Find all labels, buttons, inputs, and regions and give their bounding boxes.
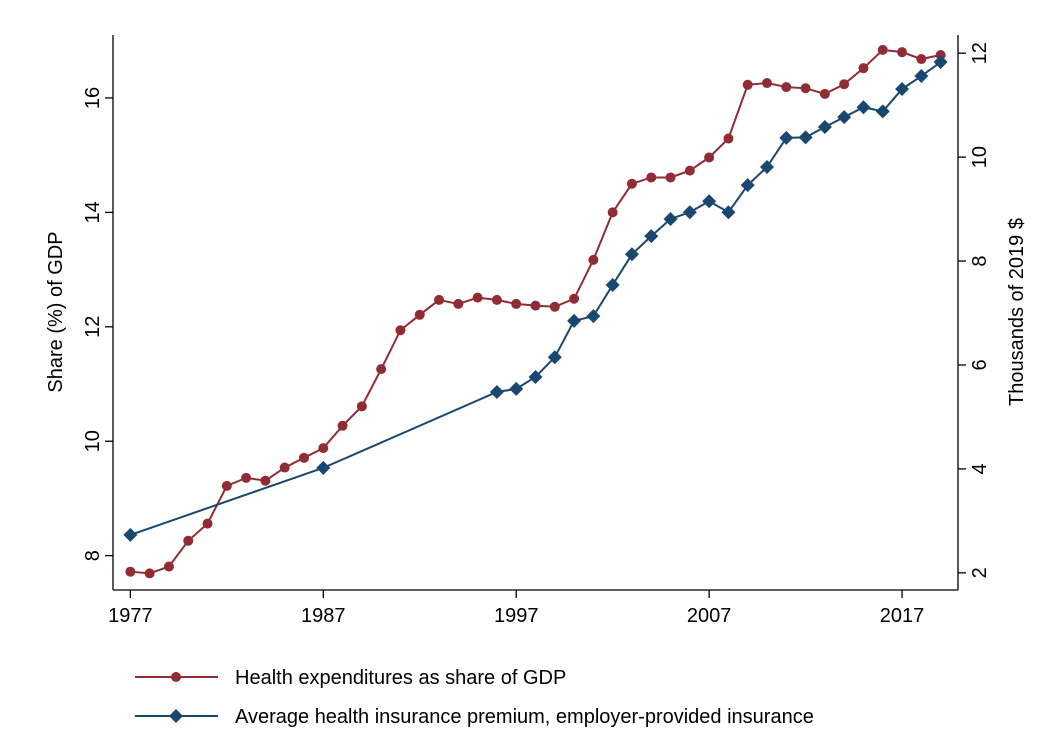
- point: [163, 561, 174, 572]
- point: [241, 472, 252, 483]
- point: [511, 298, 522, 309]
- x-tick-label: 2007: [687, 605, 732, 627]
- point: [914, 69, 929, 84]
- legend-label: Health expenditures as share of GDP: [235, 667, 566, 689]
- series-line: [130, 61, 942, 536]
- point: [897, 47, 908, 58]
- point: [453, 298, 464, 309]
- point: [684, 165, 695, 176]
- point: [798, 130, 813, 145]
- point: [624, 247, 639, 262]
- point: [528, 369, 543, 384]
- y2-tick-label: 2: [969, 567, 991, 578]
- y-tick-label: 16: [82, 87, 104, 109]
- point: [607, 207, 618, 218]
- point: [491, 294, 502, 305]
- point: [916, 54, 927, 65]
- point: [646, 172, 657, 183]
- point: [434, 294, 445, 305]
- legend-label: Average health insurance premium, employ…: [235, 706, 814, 728]
- point: [781, 82, 792, 93]
- y-tick-label: 10: [82, 430, 104, 452]
- point: [875, 104, 890, 119]
- point: [125, 566, 136, 577]
- point: [760, 159, 775, 174]
- point: [509, 381, 524, 396]
- y-tick-label: 14: [82, 201, 104, 223]
- y-tick-label: 12: [82, 316, 104, 338]
- point: [414, 309, 425, 320]
- series-line: [130, 48, 941, 575]
- x-tick-label: 1997: [494, 605, 539, 627]
- x-tick-label: 1987: [301, 605, 346, 627]
- point: [260, 475, 271, 486]
- point: [723, 133, 734, 144]
- point: [221, 480, 232, 491]
- point: [588, 254, 599, 265]
- point: [356, 401, 367, 412]
- point: [626, 178, 637, 189]
- point: [704, 152, 715, 163]
- point: [567, 313, 582, 328]
- point: [183, 535, 194, 546]
- point: [144, 568, 155, 579]
- legend-marker: [169, 709, 183, 723]
- point: [123, 527, 138, 542]
- point: [839, 79, 850, 90]
- legend-marker: [171, 672, 181, 682]
- point: [316, 460, 331, 475]
- point: [489, 385, 504, 400]
- point: [856, 100, 871, 115]
- x-tick-label: 1977: [108, 605, 153, 627]
- point: [837, 110, 852, 125]
- y2-tick-label: 8: [969, 255, 991, 266]
- y2-axis-title: Thousands of 2019 $: [1006, 218, 1028, 406]
- y2-tick-label: 6: [969, 359, 991, 370]
- point: [817, 119, 832, 134]
- point: [605, 277, 620, 292]
- point: [933, 55, 948, 70]
- point: [569, 293, 580, 304]
- y2-tick-label: 4: [969, 463, 991, 474]
- point: [644, 229, 659, 244]
- point: [663, 211, 678, 226]
- point: [549, 301, 560, 312]
- point: [318, 443, 329, 454]
- y-tick-label: 8: [82, 550, 104, 561]
- point: [800, 83, 811, 94]
- point: [586, 309, 601, 324]
- x-tick-label: 2017: [880, 605, 925, 627]
- point: [682, 205, 697, 220]
- point: [202, 518, 213, 529]
- point: [702, 194, 717, 209]
- y2-tick-label: 12: [969, 42, 991, 64]
- point: [395, 325, 406, 336]
- point: [472, 292, 483, 303]
- point: [895, 82, 910, 97]
- y-axis-title: Share (%) of GDP: [45, 231, 67, 392]
- point: [279, 462, 290, 473]
- point: [819, 88, 830, 99]
- point: [298, 452, 309, 463]
- point: [665, 172, 676, 183]
- point: [337, 420, 348, 431]
- point: [530, 300, 541, 311]
- point: [376, 364, 387, 375]
- point: [762, 78, 773, 89]
- point: [740, 178, 755, 193]
- y2-tick-label: 10: [969, 146, 991, 168]
- point: [721, 205, 736, 220]
- point: [858, 63, 869, 74]
- point: [877, 44, 888, 55]
- point: [547, 350, 562, 365]
- point: [779, 130, 794, 145]
- point: [742, 79, 753, 90]
